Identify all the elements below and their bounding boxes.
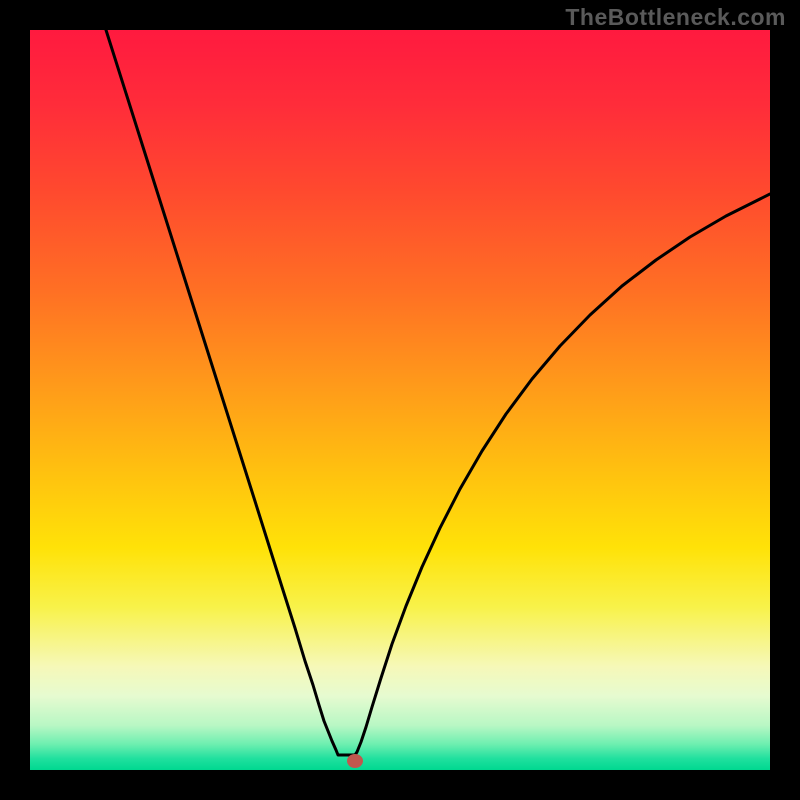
marker-dot xyxy=(347,754,363,768)
plot-area xyxy=(30,30,770,770)
chart-frame: TheBottleneck.com xyxy=(0,0,800,800)
watermark-text: TheBottleneck.com xyxy=(565,4,786,31)
plot-svg xyxy=(30,30,770,770)
